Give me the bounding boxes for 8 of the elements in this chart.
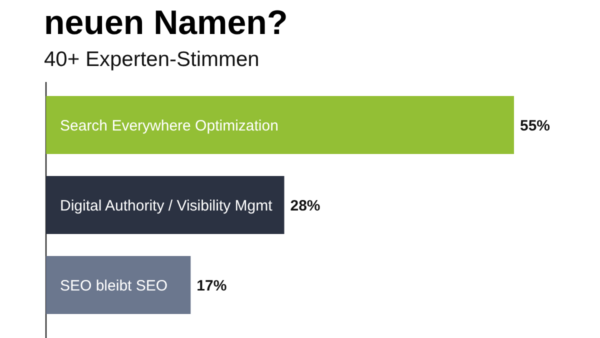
chart-title: neuen Namen? [44,4,288,42]
chart-subtitle: 40+ Experten-Stimmen [44,48,260,71]
data-label: 28% [290,197,320,214]
data-label: 17% [196,277,227,294]
y-tick-label: Search Everywhere Optimization [60,117,278,134]
y-tick-label: Digital Authority / Visibility Mgmt [60,197,274,214]
data-label: 55% [520,117,550,134]
y-tick-label: SEO bleibt SEO [60,277,168,294]
